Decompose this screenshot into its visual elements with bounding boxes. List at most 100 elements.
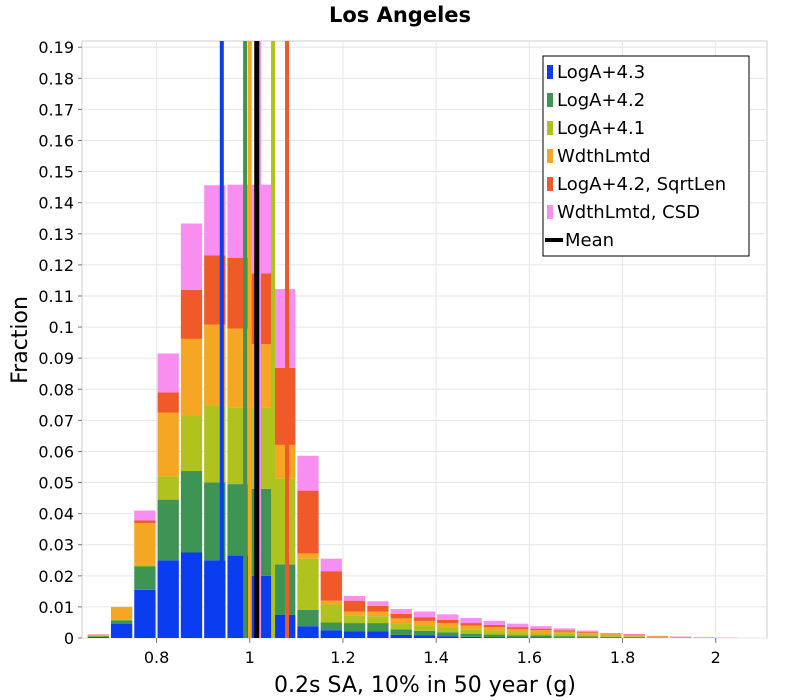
bar-segment bbox=[530, 635, 552, 638]
bar-segment bbox=[413, 611, 436, 618]
bar-segment bbox=[250, 575, 273, 638]
bar-segment bbox=[343, 600, 366, 612]
x-tick-label: 1.2 bbox=[330, 648, 355, 667]
bar-segment bbox=[460, 636, 482, 638]
bar-segment bbox=[553, 631, 575, 634]
y-tick-label: 0.08 bbox=[38, 380, 74, 399]
bar-segment bbox=[180, 338, 203, 416]
bar-segment bbox=[367, 605, 389, 612]
bar-segment bbox=[180, 471, 203, 553]
y-tick-label: 0.1 bbox=[49, 318, 74, 337]
legend-swatch bbox=[547, 121, 553, 135]
y-tick-label: 0.11 bbox=[38, 287, 74, 306]
bar-segment bbox=[367, 623, 389, 632]
bar-segment bbox=[623, 635, 645, 637]
bar-segment bbox=[157, 412, 179, 477]
bar-segment bbox=[623, 634, 645, 636]
bar-segment bbox=[576, 636, 599, 638]
bar-segment bbox=[157, 392, 179, 413]
mean-lines bbox=[219, 41, 290, 638]
bar-segment bbox=[413, 635, 436, 638]
bar-segment bbox=[343, 615, 366, 624]
bar-segment bbox=[157, 560, 179, 638]
bar-segment bbox=[483, 630, 506, 635]
y-tick-label: 0 bbox=[64, 629, 74, 648]
bar-segment bbox=[553, 633, 575, 637]
bar-segment bbox=[437, 619, 459, 624]
bar-segment bbox=[250, 488, 273, 576]
y-tick-label: 0.01 bbox=[38, 598, 74, 617]
bar-segment bbox=[600, 633, 622, 634]
bar-segment bbox=[320, 604, 342, 623]
bar-segment bbox=[180, 415, 203, 472]
bar-segment bbox=[297, 558, 319, 611]
bar-segment bbox=[250, 344, 273, 408]
bar-segment bbox=[483, 627, 506, 631]
bar-segment bbox=[297, 553, 319, 559]
bar-segment bbox=[507, 637, 529, 638]
bar-segment bbox=[343, 631, 366, 638]
bar-segment bbox=[460, 618, 482, 624]
y-axis-ticks: 0 0.01 0.02 0.03 0.04 0.05 0.06 0.07 0.08 0.09 0.1… bbox=[38, 38, 82, 648]
bar-segment bbox=[507, 632, 529, 636]
bar-segment bbox=[390, 618, 412, 624]
x-tick-label: 1.6 bbox=[517, 648, 542, 667]
bar-segment bbox=[390, 613, 412, 619]
bar-segment bbox=[343, 623, 366, 632]
bar-segment bbox=[437, 632, 459, 637]
x-tick-label: 1.4 bbox=[423, 648, 448, 667]
y-axis-label: Fraction bbox=[8, 296, 33, 384]
chart-title: Los Angeles bbox=[329, 3, 471, 27]
bar-segment bbox=[343, 596, 366, 601]
bar-segment bbox=[530, 630, 552, 634]
legend-swatch bbox=[547, 93, 553, 107]
bar-segment bbox=[600, 633, 622, 635]
legend-label: LogA+4.2 bbox=[557, 90, 645, 111]
bar-segment bbox=[483, 637, 506, 638]
bar-segment bbox=[460, 629, 482, 634]
legend-swatch bbox=[547, 205, 553, 219]
bar-segment bbox=[530, 637, 552, 638]
bar-segment bbox=[87, 637, 109, 638]
bar-segment bbox=[530, 626, 552, 629]
bar-segment bbox=[437, 623, 459, 628]
y-tick-label: 0.15 bbox=[38, 163, 74, 182]
bar-series bbox=[87, 184, 739, 638]
bar-segment bbox=[507, 628, 529, 633]
x-axis-label: 0.2s SA, 10% in 50 year (g) bbox=[274, 673, 576, 698]
x-axis-ticks: 0.8 1 1.2 1.4 1.6 1.8 2 bbox=[144, 638, 721, 667]
y-tick-label: 0.16 bbox=[38, 132, 74, 151]
bar-segment bbox=[437, 636, 459, 638]
bar-segment bbox=[413, 625, 436, 631]
bar-segment bbox=[576, 632, 599, 635]
bar-segment bbox=[437, 627, 459, 633]
y-tick-label: 0.02 bbox=[38, 567, 74, 586]
bar-segment bbox=[483, 634, 506, 638]
bar-segment bbox=[576, 634, 599, 637]
bar-segment bbox=[134, 566, 156, 590]
legend-swatch bbox=[547, 177, 553, 191]
bar-segment bbox=[250, 273, 273, 345]
y-tick-label: 0.19 bbox=[38, 38, 74, 57]
x-tick-label: 0.8 bbox=[144, 648, 169, 667]
x-tick-label: 1.8 bbox=[610, 648, 635, 667]
bar-segment bbox=[390, 609, 412, 614]
bar-segment bbox=[530, 633, 552, 636]
bar-segment bbox=[553, 630, 575, 632]
bar-segment bbox=[483, 624, 506, 628]
legend-label: WdthLmtd, CSD bbox=[557, 202, 700, 223]
bar-segment bbox=[274, 564, 296, 615]
bar-segment bbox=[320, 558, 342, 572]
bar-segment bbox=[180, 552, 203, 638]
bar-segment bbox=[320, 600, 342, 605]
bar-segment bbox=[297, 490, 319, 554]
bar-segment bbox=[600, 635, 622, 637]
x-tick-label: 2 bbox=[711, 648, 721, 667]
bar-segment bbox=[87, 634, 109, 636]
bar-segment bbox=[343, 611, 366, 616]
bar-segment bbox=[390, 623, 412, 630]
bar-segment bbox=[413, 630, 436, 636]
bar-segment bbox=[623, 636, 645, 638]
bar-segment bbox=[553, 628, 575, 631]
